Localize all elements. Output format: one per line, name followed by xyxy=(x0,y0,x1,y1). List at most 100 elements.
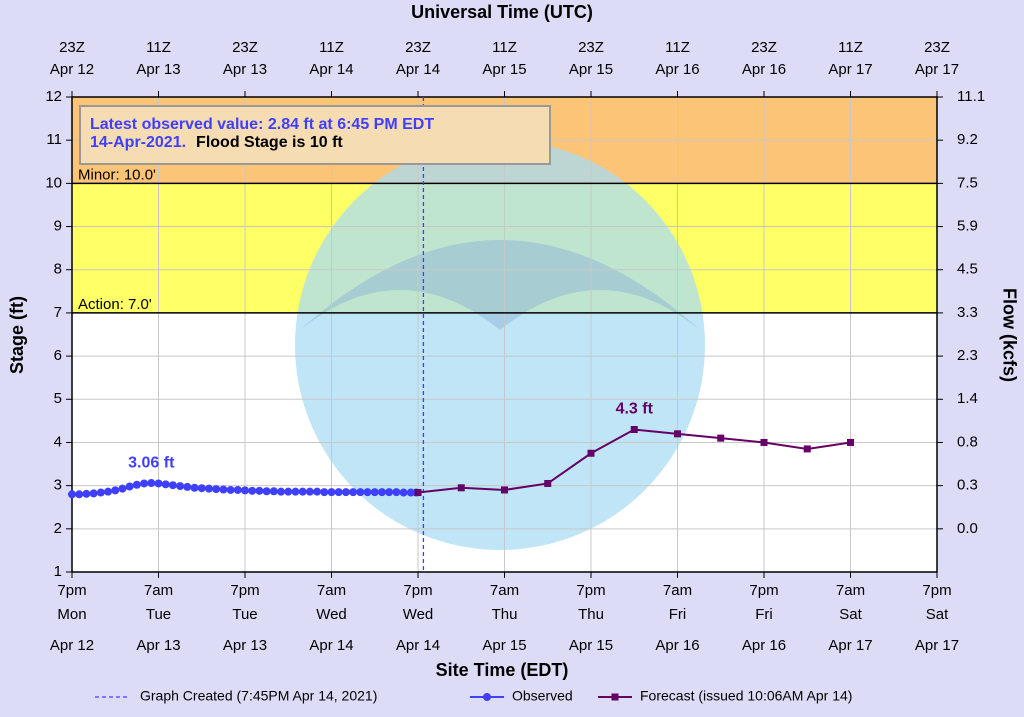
marker xyxy=(847,438,854,446)
marker xyxy=(385,488,394,497)
x2-tick-label: 11Z xyxy=(665,39,690,56)
watermark xyxy=(295,140,705,550)
x2-tick-label: Apr 16 xyxy=(655,61,699,78)
legend-marker xyxy=(483,693,491,701)
marker xyxy=(255,486,264,495)
y-tick-label: 7 xyxy=(54,304,62,321)
y2-tick-label: 0.8 xyxy=(957,433,978,450)
x-tick-label: Apr 17 xyxy=(915,637,959,654)
y-tick-label: 9 xyxy=(54,218,62,235)
y2-tick-label: 5.9 xyxy=(957,218,978,235)
x-axis-title: Site Time (EDT) xyxy=(436,660,569,680)
marker xyxy=(320,488,329,497)
x-tick-label: 7am xyxy=(490,582,519,599)
marker xyxy=(349,488,358,497)
x-tick-label: Apr 14 xyxy=(309,637,353,654)
marker xyxy=(334,488,343,497)
x2-tick-label: Apr 15 xyxy=(569,61,613,78)
x-tick-label: Fri xyxy=(669,606,687,623)
marker xyxy=(75,490,84,499)
marker xyxy=(104,487,113,496)
marker xyxy=(161,480,170,489)
marker xyxy=(140,479,149,488)
x2-tick-label: Apr 16 xyxy=(742,61,786,78)
x-tick-label: 7pm xyxy=(57,582,86,599)
x-tick-label: 7pm xyxy=(922,582,951,599)
marker xyxy=(125,482,134,491)
x2-tick-label: 11Z xyxy=(319,39,344,56)
x2-tick-label: Apr 14 xyxy=(396,61,440,78)
x-tick-label: 7am xyxy=(836,582,865,599)
x-tick-label: Apr 16 xyxy=(655,637,699,654)
legend-label: Observed xyxy=(512,688,573,704)
x-tick-label: Apr 12 xyxy=(50,637,94,654)
x-tick-label: 7pm xyxy=(576,582,605,599)
x-tick-label: Apr 16 xyxy=(742,637,786,654)
y2-tick-label: 2.3 xyxy=(957,347,978,364)
marker xyxy=(630,426,638,433)
x-tick-label: Apr 14 xyxy=(396,637,440,654)
threshold-label: Minor: 10.0' xyxy=(78,166,156,183)
x2-tick-label: Apr 17 xyxy=(915,61,959,78)
x2-tick-label: Apr 12 xyxy=(50,61,94,78)
marker xyxy=(154,479,163,488)
x-tick-label: Sat xyxy=(839,606,862,623)
y-tick-label: 1 xyxy=(54,563,62,580)
x-tick-label: Thu xyxy=(492,606,518,623)
x2-tick-label: Apr 13 xyxy=(136,61,180,78)
x-tick-label: 7am xyxy=(317,582,346,599)
marker xyxy=(197,484,206,493)
marker xyxy=(399,488,408,497)
value-label: 3.06 ft xyxy=(128,454,175,471)
annotation-note: Flood Stage is 10 ft xyxy=(196,134,343,151)
marker xyxy=(204,484,213,493)
marker xyxy=(168,481,177,490)
y-tick-label: 2 xyxy=(54,520,62,537)
marker xyxy=(147,479,156,488)
x2-tick-label: 11Z xyxy=(492,39,517,56)
x-tick-label: Mon xyxy=(57,606,86,623)
y-tick-label: 6 xyxy=(54,347,62,364)
y-tick-label: 11 xyxy=(46,131,62,148)
legend-marker xyxy=(611,693,619,701)
marker xyxy=(717,434,725,442)
x-tick-label: Thu xyxy=(578,606,604,623)
value-label: 4.3 ft xyxy=(616,401,654,418)
marker xyxy=(377,488,386,497)
x-tick-label: 7am xyxy=(663,582,692,599)
y2-tick-label: 7.5 xyxy=(957,174,978,191)
x-tick-label: Sat xyxy=(926,606,949,623)
marker xyxy=(262,487,271,496)
x-tick-label: Apr 15 xyxy=(569,637,613,654)
x2-tick-label: 23Z xyxy=(59,39,85,56)
x-tick-label: Tue xyxy=(232,606,257,623)
top-axis-title: Universal Time (UTC) xyxy=(411,2,593,22)
x2-tick-label: Apr 17 xyxy=(828,61,872,78)
annotation-box xyxy=(79,105,551,165)
annotation: Latest observed value: 2.84 ft at 6:45 P… xyxy=(90,116,434,151)
y-tick-label: 5 xyxy=(54,390,62,407)
marker xyxy=(313,487,322,496)
marker xyxy=(587,449,595,457)
x2-tick-label: 23Z xyxy=(405,39,431,56)
x-tick-label: Tue xyxy=(146,606,171,623)
marker xyxy=(118,484,127,493)
marker xyxy=(96,488,105,497)
marker xyxy=(414,489,422,497)
x-tick-label: Apr 15 xyxy=(482,637,526,654)
y-tick-label: 4 xyxy=(54,433,62,450)
y-axis-title: Stage (ft) xyxy=(7,296,27,374)
marker xyxy=(305,487,314,496)
legend-label: Graph Created (7:45PM Apr 14, 2021) xyxy=(140,688,377,704)
y2-tick-label: 0.0 xyxy=(957,520,978,537)
y2-tick-label: 1.4 xyxy=(957,390,978,407)
threshold-label: Action: 7.0' xyxy=(78,296,152,313)
marker xyxy=(277,487,286,496)
y-tick-label: 3 xyxy=(54,477,62,494)
x-tick-label: 7pm xyxy=(230,582,259,599)
y2-tick-label: 11.1 xyxy=(957,88,985,105)
marker xyxy=(674,430,681,438)
marker xyxy=(760,438,768,446)
marker xyxy=(111,486,120,495)
